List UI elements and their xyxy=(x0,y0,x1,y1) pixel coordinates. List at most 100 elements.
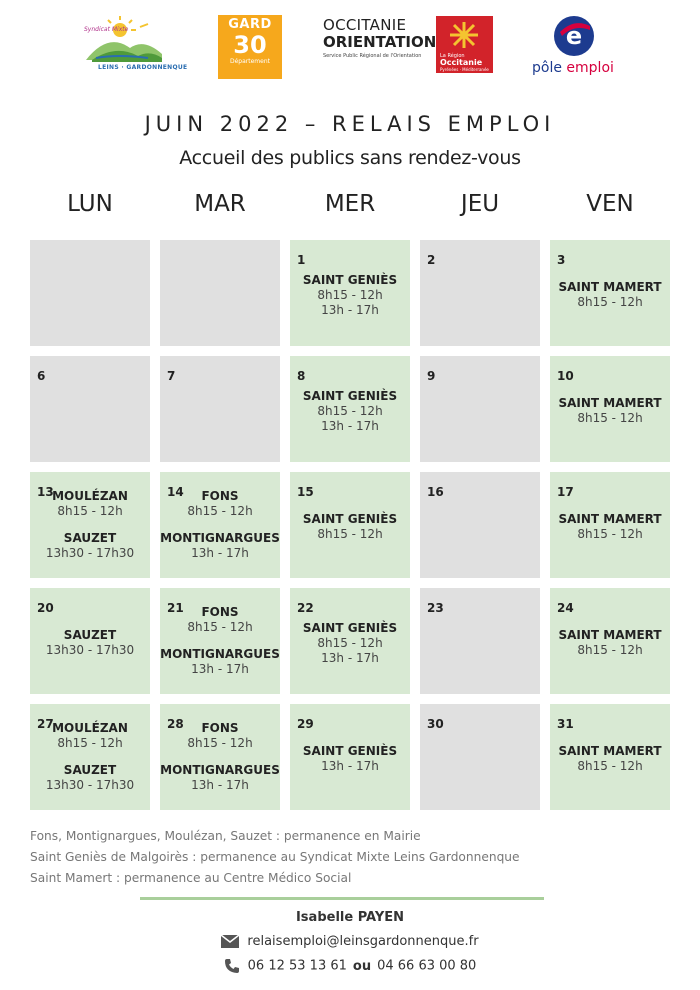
calendar-cell: 7 xyxy=(160,356,280,462)
day-number: 6 xyxy=(37,369,46,383)
pole-emploi-logo: e pôle emploi xyxy=(530,12,620,80)
opening-hours: 8h15 - 12h xyxy=(577,527,643,541)
day-number: 15 xyxy=(297,485,314,499)
calendar-cell: 10 SAINT MAMERT 8h15 - 12h xyxy=(550,356,670,462)
contact-or: ou xyxy=(352,958,372,974)
calendar-cell: 15 SAINT GENIÈS 8h15 - 12h xyxy=(290,472,410,578)
region-logo-line2: Occitanie xyxy=(440,58,483,67)
day-header-mar: MAR xyxy=(194,191,246,217)
opening-hours: 8h15 - 12h xyxy=(577,295,643,309)
calendar-cell: 16 xyxy=(420,472,540,578)
gard-logo-top: GARD xyxy=(228,17,272,32)
opening-hours: 13h30 - 17h30 xyxy=(45,643,135,657)
location-name: FONS xyxy=(201,721,239,735)
page-title: JUIN 2022 – RELAIS EMPLOI xyxy=(144,112,556,136)
calendar-cell: 22 SAINT GENIÈS 8h15 - 12h 13h - 17h xyxy=(290,588,410,694)
leins-gardonnenque-logo: Syndicat Mixte LEINS · GARDONNENQUE xyxy=(78,14,187,74)
occitanie-logo-line1: OCCITANIE xyxy=(323,16,407,34)
day-number: 22 xyxy=(297,601,314,615)
opening-hours: 8h15 - 12h xyxy=(577,411,643,425)
leins-logo-top-text: Syndicat Mixte xyxy=(84,26,129,33)
contact-email[interactable]: relaisemploi@leinsgardonnenque.fr xyxy=(247,934,479,949)
location-name: MOULÉZAN xyxy=(52,721,128,735)
opening-hours: 8h15 - 12h xyxy=(317,404,383,418)
day-number: 24 xyxy=(557,601,574,615)
contact-email-line: relaisemploi@leinsgardonnenque.fr xyxy=(0,934,700,949)
contact-phone-1[interactable]: 06 12 53 13 61 xyxy=(247,958,347,974)
envelope-icon xyxy=(220,934,240,948)
location-name: SAINT GENIÈS xyxy=(302,389,398,403)
occitanie-orientation-logo: OCCITANIE ORIENTATION Service Public Rég… xyxy=(323,16,493,78)
day-number: 1 xyxy=(297,253,306,267)
opening-hours: 8h15 - 12h xyxy=(577,759,643,773)
location-name: SAINT MAMERT xyxy=(558,280,662,294)
day-number: 20 xyxy=(37,601,54,615)
cell-schedule: SAINT MAMERT 8h15 - 12h xyxy=(550,744,670,774)
location-name: SAUZET xyxy=(63,531,117,545)
opening-hours: 8h15 - 12h xyxy=(57,736,123,750)
cell-schedule: FONS 8h15 - 12h MONTIGNARGUES 13h - 17h xyxy=(160,721,280,793)
calendar-cell: 2 xyxy=(420,240,540,346)
day-number: 3 xyxy=(557,253,566,267)
emploi-word: emploi xyxy=(566,60,614,76)
day-number: 29 xyxy=(297,717,314,731)
calendar-cell: 3 SAINT MAMERT 8h15 - 12h xyxy=(550,240,670,346)
region-logo-line1: La Région xyxy=(440,53,465,59)
calendar-cell xyxy=(160,240,280,346)
note-3: Saint Mamert : permanence au Centre Médi… xyxy=(30,871,352,885)
calendar-cell: 28 FONS 8h15 - 12h MONTIGNARGUES 13h - 17h xyxy=(160,704,280,810)
day-number: 14 xyxy=(167,485,184,499)
location-name: SAINT MAMERT xyxy=(558,396,662,410)
calendar-cell: 20 SAUZET 13h30 - 17h30 xyxy=(30,588,150,694)
divider xyxy=(140,897,544,900)
cell-schedule: SAINT MAMERT 8h15 - 12h xyxy=(550,280,670,310)
day-number: 16 xyxy=(427,485,444,499)
day-number: 21 xyxy=(167,601,184,615)
calendar-cell: 23 xyxy=(420,588,540,694)
opening-hours: 13h - 17h xyxy=(321,759,379,773)
location-name: SAINT GENIÈS xyxy=(302,512,398,526)
region-occitanie-logo: La Région Occitanie Pyrénées · Méditerra… xyxy=(436,16,493,73)
contact-phone-line: 06 12 53 13 61 ou 04 66 63 00 80 xyxy=(0,958,700,974)
note-2: Saint Geniès de Malgoirès : permanence a… xyxy=(30,850,520,864)
location-name: SAINT MAMERT xyxy=(558,628,662,642)
calendar-cell: 31 SAINT MAMERT 8h15 - 12h xyxy=(550,704,670,810)
phone-icon xyxy=(224,959,239,973)
location-name: MOULÉZAN xyxy=(52,489,128,503)
day-number: 9 xyxy=(427,369,436,383)
occitanie-logo-line2: ORIENTATION xyxy=(323,33,437,51)
day-header-ven: VEN xyxy=(586,191,634,217)
day-number: 7 xyxy=(167,369,176,383)
cell-schedule: SAINT GENIÈS 8h15 - 12h 13h - 17h xyxy=(290,621,410,666)
opening-hours: 8h15 - 12h xyxy=(187,736,253,750)
day-number: 2 xyxy=(427,253,436,267)
region-logo-line3: Pyrénées · Méditerranée xyxy=(440,67,489,72)
notes: Fons, Montignargues, Moulézan, Sauzet : … xyxy=(30,826,520,889)
leins-gardonnenque-logo-graphic xyxy=(86,16,162,62)
calendar-cell: 1 SAINT GENIÈS 8h15 - 12h 13h - 17h xyxy=(290,240,410,346)
page-subtitle: Accueil des publics sans rendez-vous xyxy=(179,147,521,169)
calendar-cell: 14 FONS 8h15 - 12h MONTIGNARGUES 13h - 17h xyxy=(160,472,280,578)
location-name: SAUZET xyxy=(63,628,117,642)
calendar-cell: 29 SAINT GENIÈS 13h - 17h xyxy=(290,704,410,810)
day-header-jeu: JEU xyxy=(460,191,500,217)
pole-emploi-e-icon: e xyxy=(554,16,594,56)
opening-hours: 8h15 - 12h xyxy=(187,620,253,634)
location-name: SAINT GENIÈS xyxy=(302,621,398,635)
contact-phone-2[interactable]: 04 66 63 00 80 xyxy=(377,958,477,974)
day-number: 31 xyxy=(557,717,574,731)
cell-schedule: SAINT GENIÈS 8h15 - 12h 13h - 17h xyxy=(290,273,410,318)
location-name: MONTIGNARGUES xyxy=(160,763,280,777)
svg-text:e: e xyxy=(566,22,582,50)
calendar-cell: 9 xyxy=(420,356,540,462)
day-number: 27 xyxy=(37,717,54,731)
opening-hours: 13h - 17h xyxy=(321,651,379,665)
gard-logo-sub: Département xyxy=(230,58,270,65)
cell-schedule: SAUZET 13h30 - 17h30 xyxy=(30,628,150,658)
opening-hours: 8h15 - 12h xyxy=(187,504,253,518)
pole-word: pôle xyxy=(532,60,562,76)
contact-name: Isabelle PAYEN xyxy=(295,910,405,925)
gard-30-logo: GARD 30 Département xyxy=(218,15,282,79)
cell-schedule: MOULÉZAN 8h15 - 12h SAUZET 13h30 - 17h30 xyxy=(30,721,150,793)
day-number: 17 xyxy=(557,485,574,499)
